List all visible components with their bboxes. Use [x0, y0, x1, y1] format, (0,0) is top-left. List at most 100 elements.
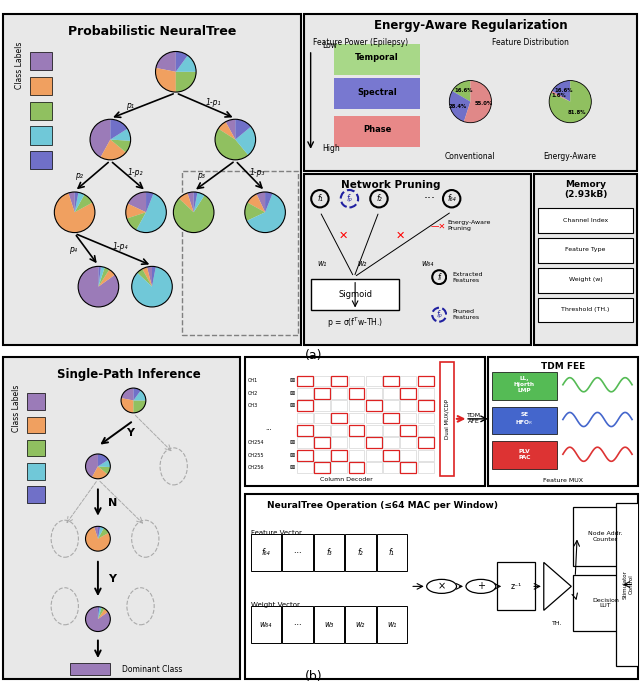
- FancyBboxPatch shape: [332, 450, 347, 461]
- Text: ⊠: ⊠: [289, 379, 294, 383]
- FancyBboxPatch shape: [30, 52, 52, 70]
- FancyBboxPatch shape: [538, 238, 633, 262]
- Wedge shape: [98, 454, 108, 466]
- FancyBboxPatch shape: [383, 462, 399, 473]
- FancyBboxPatch shape: [349, 400, 364, 411]
- Text: f₆₄: f₆₄: [447, 194, 456, 203]
- Wedge shape: [137, 269, 152, 287]
- FancyBboxPatch shape: [332, 437, 347, 448]
- FancyBboxPatch shape: [418, 425, 433, 436]
- Wedge shape: [215, 129, 248, 160]
- Wedge shape: [452, 81, 470, 102]
- Text: Feature Vector: Feature Vector: [251, 530, 302, 536]
- FancyBboxPatch shape: [30, 127, 52, 145]
- FancyBboxPatch shape: [245, 357, 485, 486]
- FancyBboxPatch shape: [538, 208, 633, 233]
- Text: Probabilistic NeuralTree: Probabilistic NeuralTree: [68, 26, 236, 38]
- Text: CH254: CH254: [248, 441, 264, 445]
- Wedge shape: [121, 398, 134, 413]
- FancyBboxPatch shape: [282, 534, 313, 571]
- Text: Y: Y: [108, 574, 116, 584]
- FancyBboxPatch shape: [401, 388, 416, 399]
- FancyBboxPatch shape: [383, 413, 399, 423]
- Wedge shape: [236, 119, 251, 139]
- FancyBboxPatch shape: [366, 388, 381, 399]
- Text: Temporal: Temporal: [355, 54, 399, 62]
- Wedge shape: [176, 72, 196, 92]
- FancyBboxPatch shape: [297, 425, 312, 436]
- Wedge shape: [99, 267, 109, 287]
- Wedge shape: [98, 607, 102, 619]
- Text: TDM FEE: TDM FEE: [541, 361, 585, 370]
- FancyBboxPatch shape: [383, 425, 399, 436]
- Wedge shape: [110, 119, 127, 139]
- FancyBboxPatch shape: [418, 413, 433, 423]
- Wedge shape: [152, 267, 156, 287]
- Polygon shape: [544, 562, 572, 610]
- Text: Memory
(2.93kB): Memory (2.93kB): [564, 180, 607, 199]
- FancyBboxPatch shape: [377, 606, 407, 642]
- Wedge shape: [218, 122, 236, 139]
- Wedge shape: [173, 195, 214, 232]
- Text: SE
HFO$_R$: SE HFO$_R$: [515, 412, 534, 427]
- Text: ⊠: ⊠: [289, 441, 294, 445]
- FancyBboxPatch shape: [334, 116, 420, 147]
- FancyBboxPatch shape: [314, 450, 330, 461]
- FancyBboxPatch shape: [314, 437, 330, 448]
- Wedge shape: [99, 267, 105, 287]
- Wedge shape: [128, 192, 146, 212]
- FancyBboxPatch shape: [27, 486, 45, 503]
- Wedge shape: [132, 267, 172, 307]
- Wedge shape: [98, 528, 109, 539]
- Text: LL,
Hjorth
LMP: LL, Hjorth LMP: [514, 377, 535, 393]
- Wedge shape: [98, 527, 104, 539]
- Wedge shape: [98, 466, 110, 474]
- Text: w₂: w₂: [356, 619, 365, 628]
- FancyBboxPatch shape: [332, 413, 347, 423]
- FancyBboxPatch shape: [401, 376, 416, 386]
- FancyBboxPatch shape: [349, 450, 364, 461]
- FancyBboxPatch shape: [297, 400, 312, 411]
- Text: Feature Type: Feature Type: [565, 247, 606, 253]
- Text: Class Labels: Class Labels: [15, 42, 24, 89]
- Wedge shape: [188, 192, 194, 212]
- Wedge shape: [176, 56, 196, 72]
- Text: ···: ···: [266, 427, 273, 434]
- Wedge shape: [179, 193, 194, 212]
- Text: f₁: f₁: [317, 194, 323, 203]
- FancyBboxPatch shape: [418, 376, 433, 386]
- FancyBboxPatch shape: [538, 298, 633, 322]
- FancyBboxPatch shape: [334, 78, 420, 109]
- Text: Network Pruning: Network Pruning: [340, 180, 440, 190]
- Text: ···: ···: [424, 192, 436, 205]
- Wedge shape: [552, 81, 570, 102]
- Text: f₁: f₁: [389, 548, 394, 557]
- Wedge shape: [449, 91, 470, 122]
- Wedge shape: [98, 526, 100, 539]
- Text: High: High: [323, 144, 340, 153]
- Text: Node Addr.
Counter: Node Addr. Counter: [588, 531, 623, 542]
- FancyBboxPatch shape: [383, 450, 399, 461]
- Text: 1-p₁: 1-p₁: [205, 98, 221, 107]
- FancyBboxPatch shape: [282, 606, 313, 642]
- FancyBboxPatch shape: [418, 388, 433, 399]
- Wedge shape: [134, 388, 141, 400]
- Text: w₆₄: w₆₄: [422, 259, 434, 268]
- Wedge shape: [225, 119, 236, 139]
- Text: N: N: [108, 498, 116, 507]
- Text: f₂: f₂: [376, 194, 382, 203]
- Text: f₃: f₃: [326, 548, 332, 557]
- FancyBboxPatch shape: [70, 663, 110, 675]
- FancyBboxPatch shape: [383, 388, 399, 399]
- Text: NeuralTree Operation (≤64 MAC per Window): NeuralTree Operation (≤64 MAC per Window…: [267, 500, 498, 509]
- Wedge shape: [110, 139, 131, 152]
- FancyBboxPatch shape: [538, 268, 633, 292]
- FancyBboxPatch shape: [332, 425, 347, 436]
- Text: +: +: [477, 581, 485, 592]
- FancyBboxPatch shape: [492, 406, 557, 434]
- Text: Low: Low: [323, 41, 337, 49]
- Wedge shape: [100, 139, 126, 160]
- FancyBboxPatch shape: [30, 151, 52, 169]
- FancyBboxPatch shape: [297, 388, 312, 399]
- FancyBboxPatch shape: [27, 416, 45, 433]
